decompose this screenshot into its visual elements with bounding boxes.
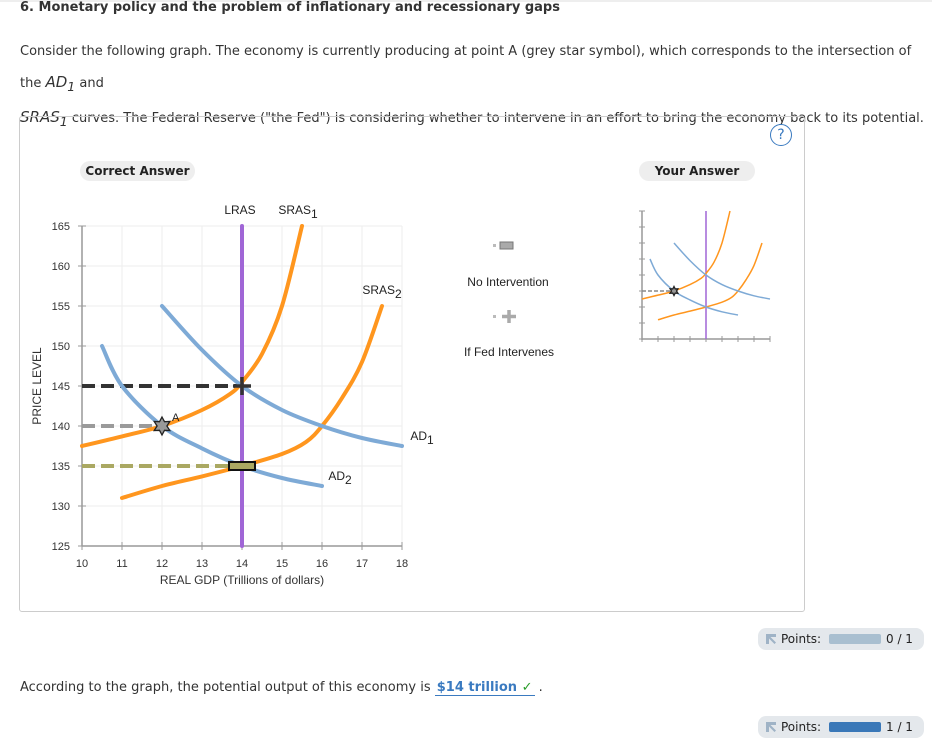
your-answer-tab[interactable]: Your Answer [639, 161, 755, 181]
points-value: 1 / 1 [886, 720, 913, 734]
question-prompt: According to the graph, the potential ou… [20, 680, 435, 695]
intro-part: and [75, 76, 104, 91]
top-divider [0, 0, 932, 2]
points-label: Points: [781, 632, 822, 646]
points-bar [829, 634, 881, 644]
arrow-icon [766, 634, 776, 644]
points-label: Points: [781, 720, 822, 734]
intro-part: curves. The Federal Reserve ("the Fed") … [67, 111, 924, 126]
answer-value: $14 trillion [436, 680, 518, 695]
ad1-term: AD1 [45, 73, 76, 94]
term: AD [45, 73, 68, 91]
answer-dropdown[interactable]: $14 trillion ✓ [434, 680, 535, 696]
sub: 1 [59, 114, 68, 129]
intro-part: Consider the following graph. The econom… [20, 44, 912, 91]
points-value: 0 / 1 [886, 632, 913, 646]
correct-answer-tab[interactable]: Correct Answer [80, 161, 195, 181]
points-indicator-2: Points: 1 / 1 [758, 716, 924, 738]
arrow-icon [766, 722, 776, 732]
help-icon[interactable]: ? [770, 124, 792, 146]
intro-text: Consider the following graph. The econom… [20, 37, 930, 137]
question-end: . [534, 680, 543, 695]
sras1-term: SRAS1 [20, 108, 68, 129]
sub: 1 [67, 79, 76, 94]
term: SRAS [20, 108, 60, 126]
check-icon: ✓ [521, 680, 533, 695]
points-bar [829, 722, 881, 732]
question-text: According to the graph, the potential ou… [20, 680, 543, 696]
question-title: 6. Monetary policy and the problem of in… [20, 0, 560, 15]
graph-panel [19, 116, 805, 612]
points-indicator-1: Points: 0 / 1 [758, 628, 924, 650]
